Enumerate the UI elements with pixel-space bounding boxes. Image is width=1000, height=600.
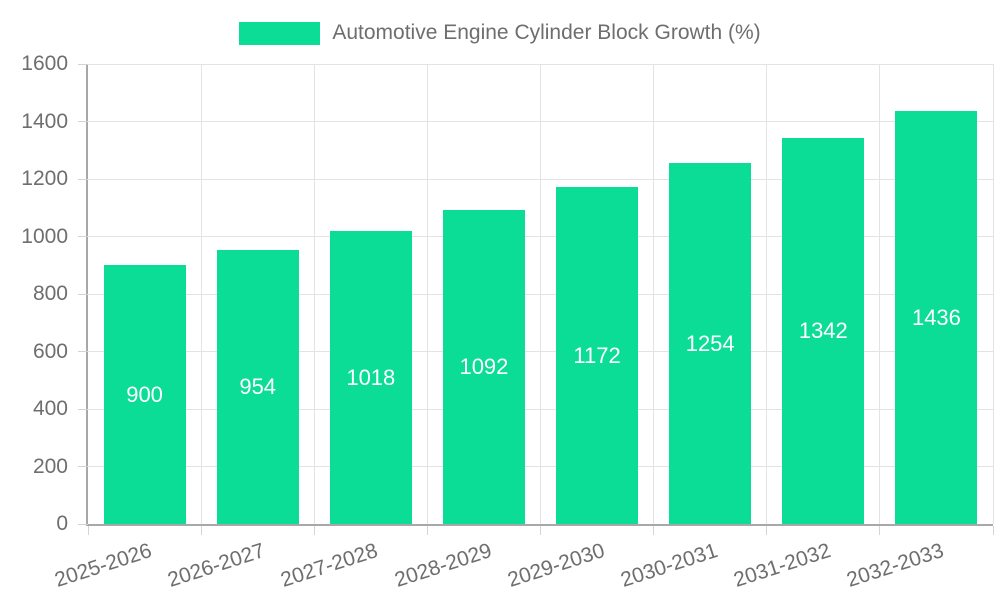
bar-value-label: 1254 <box>685 330 735 356</box>
bar[interactable]: 900 <box>103 265 186 524</box>
x-gridline <box>879 64 881 524</box>
bar-value-label: 1342 <box>798 318 848 344</box>
legend[interactable]: Automotive Engine Cylinder Block Growth … <box>0 21 1000 45</box>
y-tick-mark <box>78 293 88 295</box>
x-gridline <box>200 64 202 524</box>
x-axis-label: 2028-2029 <box>391 539 495 592</box>
y-tick-mark <box>78 466 88 467</box>
x-tick-mark <box>313 526 315 535</box>
x-gridline <box>992 64 994 524</box>
legend-label: Automotive Engine Cylinder Block Growth … <box>332 21 761 44</box>
bar[interactable]: 1018 <box>329 231 412 524</box>
y-axis-line <box>86 64 88 526</box>
y-tick-mark <box>78 178 88 180</box>
x-tick-mark <box>426 526 428 535</box>
bar-value-label: 1018 <box>346 364 396 390</box>
x-axis-label: 2029-2030 <box>504 539 608 592</box>
x-axis-label: 2025-2026 <box>52 539 155 592</box>
bar-value-label: 1436 <box>911 304 961 330</box>
bar-value-label: 1092 <box>459 354 509 380</box>
x-tick-mark <box>653 526 655 535</box>
bar-value-label: 900 <box>126 381 163 407</box>
y-axis-label: 1400 <box>21 109 68 133</box>
x-gridline <box>313 64 315 524</box>
y-tick-mark <box>78 408 88 410</box>
y-axis-label: 0 <box>56 512 68 535</box>
bar-value-label: 954 <box>239 373 277 399</box>
legend-swatch-icon <box>239 21 321 45</box>
y-axis-label: 200 <box>32 454 68 478</box>
x-tick-mark <box>540 526 541 535</box>
x-gridline <box>653 64 655 524</box>
x-axis-line <box>86 524 993 526</box>
bar[interactable]: 1172 <box>556 187 639 524</box>
bar[interactable]: 1342 <box>782 138 865 524</box>
y-axis-label: 1600 <box>21 52 68 75</box>
y-tick-mark <box>78 351 88 352</box>
plot-area: 900 954 1018 1092 1172 1254 1342 1436 <box>88 63 994 524</box>
x-axis-label: 2032-2033 <box>843 539 947 592</box>
x-axis-label: 2031-2032 <box>730 539 834 592</box>
x-tick-mark <box>200 526 202 535</box>
x-axis-label: 2027-2028 <box>278 539 381 592</box>
bar[interactable]: 1254 <box>669 163 752 524</box>
y-axis-label: 400 <box>32 397 68 420</box>
y-axis-label: 1000 <box>21 224 68 248</box>
x-tick-mark <box>879 526 881 535</box>
x-gridline <box>766 64 768 524</box>
y-tick-mark <box>78 121 88 122</box>
bar-value-label: 1172 <box>573 342 621 368</box>
bar[interactable]: 954 <box>216 249 299 524</box>
bar[interactable]: 1436 <box>895 111 978 524</box>
y-tick-mark <box>78 523 88 525</box>
y-axis-label: 800 <box>32 282 68 305</box>
x-axis-label: 2030-2031 <box>617 539 721 592</box>
x-tick-mark <box>87 526 89 535</box>
x-tick-mark <box>766 526 768 535</box>
x-tick-mark <box>992 526 994 535</box>
y-axis-label: 1200 <box>21 167 68 190</box>
x-gridline <box>540 64 541 524</box>
bar[interactable]: 1092 <box>442 210 525 524</box>
y-axis-label: 600 <box>32 339 68 363</box>
y-tick-mark <box>78 236 88 237</box>
y-tick-mark <box>78 63 88 65</box>
x-axis-label: 2026-2027 <box>165 539 268 592</box>
x-gridline <box>426 64 428 524</box>
